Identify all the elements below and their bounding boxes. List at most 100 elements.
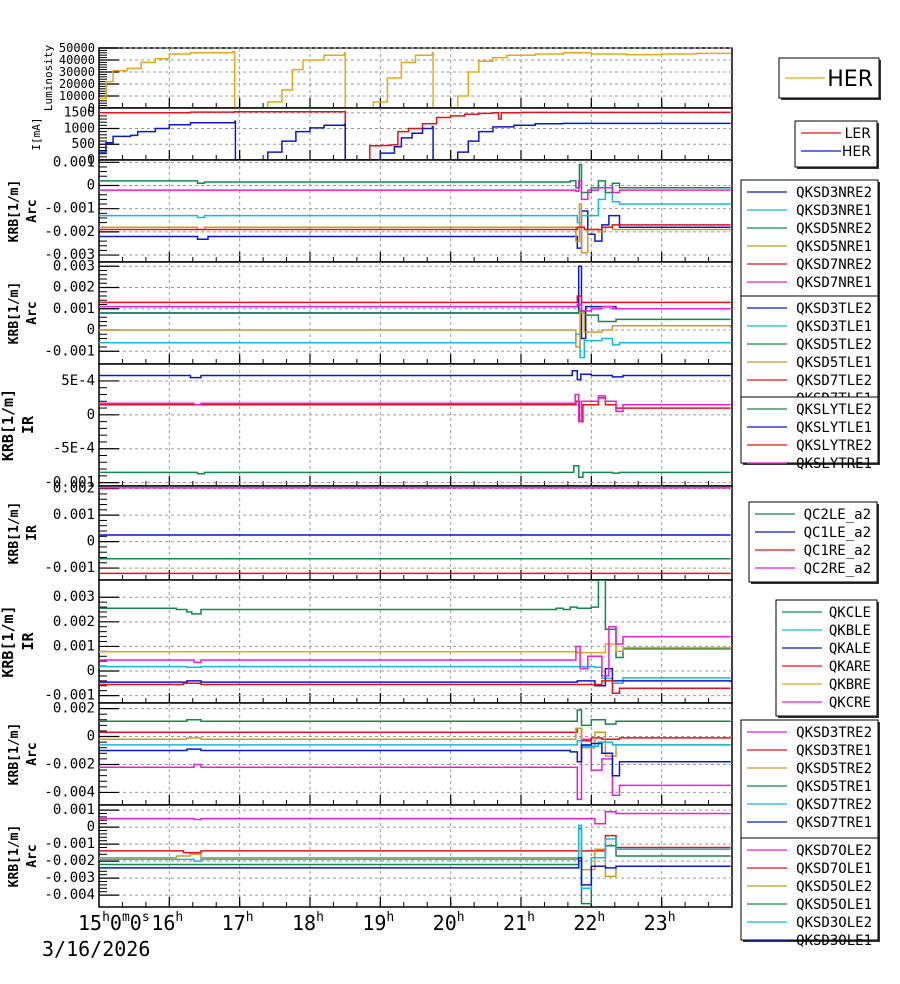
legend-label: QKSD3OLE2	[796, 915, 872, 931]
legend-label: QKSD3OLE1	[796, 933, 872, 949]
panel-frame	[98, 485, 733, 581]
x-tick-label: 17h	[222, 910, 254, 935]
y-tick-label: 20000	[59, 77, 95, 91]
y-tick-label: 0	[87, 178, 95, 194]
y-tick-label: 0.002	[53, 481, 95, 497]
series-line-qksd3nre2	[99, 210, 731, 249]
y-axis-label: KRB[1/m]	[7, 282, 22, 345]
panel-krb-arc-3: 0.002 0 -0.002 -0.004 KRB[1/m] Arc	[7, 701, 733, 806]
legend-label: QKSLYTLE2	[796, 402, 872, 418]
x-tick-label: 22h	[573, 910, 605, 935]
x-tick-label: 20h	[433, 910, 465, 935]
y-tick-label: -5E-4	[53, 441, 95, 457]
y-axis-label: KRB[1/m]	[7, 180, 22, 243]
y-tick-label: -0.002	[44, 853, 95, 869]
panel-frame	[98, 363, 733, 487]
y-axis-sublabel: IR	[19, 632, 37, 651]
series-line-qksd7nre1	[99, 180, 731, 201]
legend-label: QKSD7TRE2	[796, 797, 872, 813]
series-line-qkslytre1	[99, 393, 731, 423]
legend-beam-current: LER HER	[794, 120, 879, 169]
y-tick-label: 0.003	[53, 258, 95, 274]
legend-label: QKSD7NRE2	[796, 257, 872, 273]
legend-label: QKSD3NRE2	[796, 185, 872, 201]
panel-krb-ir-2: 0.002 0.001 0 -0.001 KRB[1/m] IR	[7, 481, 733, 581]
legend-label: QKSD3TLE1	[796, 319, 872, 335]
x-tick-label: 23h	[644, 910, 676, 935]
y-tick-label: 500	[72, 137, 95, 152]
y-axis-sublabel: IR	[19, 415, 37, 434]
y-tick-label: -0.001	[44, 475, 95, 491]
legend-krb-arc-4: QKSD7OLE2 QKSD7OLE1 QKSD5OLE2 QKSD5OLE1 QKSD…	[740, 837, 880, 949]
y-tick-label: -0.001	[44, 201, 95, 217]
y-tick-label: 0.001	[53, 802, 95, 818]
series-line-qksd5tle2	[99, 310, 731, 323]
y-tick-label: -0.001	[44, 343, 95, 359]
y-tick-label: 0.001	[53, 301, 95, 317]
y-tick-label: 0.002	[53, 701, 95, 717]
series-line-qksd7tle1	[99, 303, 731, 312]
legend-box	[740, 179, 879, 301]
y-tick-label: 0	[87, 663, 95, 679]
legend-label: QKSLYTRE1	[796, 456, 872, 472]
y-tick-label: 0	[87, 534, 95, 550]
legend-label: QKSD5TRE1	[796, 779, 872, 795]
series-line-qksd3ole2	[99, 824, 731, 890]
legend-label: QKSD7TRE1	[796, 815, 872, 831]
series-line-ler	[99, 110, 731, 160]
legend-label: QKCLE	[829, 605, 871, 621]
date-label: 3/16/2026	[42, 937, 150, 961]
y-tick-label: 0.001	[53, 154, 95, 170]
y-axis-sublabel: Arc	[25, 199, 40, 222]
series-line-qksd7tre1	[99, 742, 731, 777]
series-line-qksd7ole1	[99, 834, 731, 862]
legend-label: QKARE	[829, 659, 871, 675]
y-axis-label: I[mA]	[30, 117, 43, 150]
legend-label: QKSD3TLE2	[796, 301, 872, 317]
panel-frame	[98, 702, 733, 806]
legend-label: QKSLYTRE2	[796, 438, 872, 454]
y-axis-sublabel: Arc	[25, 742, 40, 765]
series-line-qkslytle2	[99, 464, 731, 478]
panel-frame	[98, 107, 733, 161]
x-tick-label: 21h	[503, 910, 535, 935]
series-line-qksd7nre2	[99, 224, 731, 231]
panel-frame	[98, 159, 733, 263]
y-axis-sublabel: Arc	[25, 844, 40, 867]
series-line-qkale	[99, 667, 732, 687]
series-line-qkble	[99, 665, 731, 685]
y-tick-label: 0	[87, 322, 95, 338]
legend-label: QKBRE	[829, 677, 871, 693]
y-tick-label: 50000	[59, 41, 95, 55]
panel-krb-arc-2: 0.003 0.002 0.001 0 -0.001 KRB[1/m] Arc	[7, 258, 733, 365]
y-tick-label: 1000	[64, 121, 95, 136]
legend-box	[794, 120, 878, 168]
series-line-qksd3tre1	[99, 727, 731, 742]
legend-box	[740, 396, 879, 464]
panel-krb-ir-3: 0.003 0.002 0.001 0 -0.001 KRB[1/m] IR	[0, 579, 733, 704]
y-tick-label: 0	[87, 819, 95, 835]
legend-krb-arc-2: QKSD3TLE2 QKSD3TLE1 QKSD5TLE2 QKSD5TLE1 QKSD…	[740, 295, 880, 407]
y-axis-label: KRB[1/m]	[7, 723, 22, 786]
y-tick-label: 30000	[59, 65, 95, 79]
legend-luminosity: HER	[778, 57, 881, 100]
legend-label: QC1LE_a2	[804, 525, 871, 541]
y-tick-label: 10000	[59, 89, 95, 103]
y-axis-label: KRB[1/m]	[0, 389, 17, 461]
legend-label: QKSD3TRE1	[796, 743, 872, 759]
legend-box	[748, 501, 878, 583]
legend-label: QC2LE_a2	[804, 507, 871, 523]
y-tick-label: 0.003	[53, 589, 95, 605]
y-tick-label: -0.004	[44, 784, 95, 800]
series-line-qksd5tle1	[99, 312, 732, 348]
legend-label: QKSD5TLE2	[796, 337, 872, 353]
x-tick-label: 16h	[151, 910, 183, 935]
x-tick-label: 15h0m0s	[78, 910, 150, 935]
legend-label: HER	[827, 67, 873, 92]
y-tick-label: -0.003	[44, 247, 95, 263]
legend-label: QKSD7TLE2	[796, 373, 872, 389]
y-tick-label: -0.002	[44, 756, 95, 772]
